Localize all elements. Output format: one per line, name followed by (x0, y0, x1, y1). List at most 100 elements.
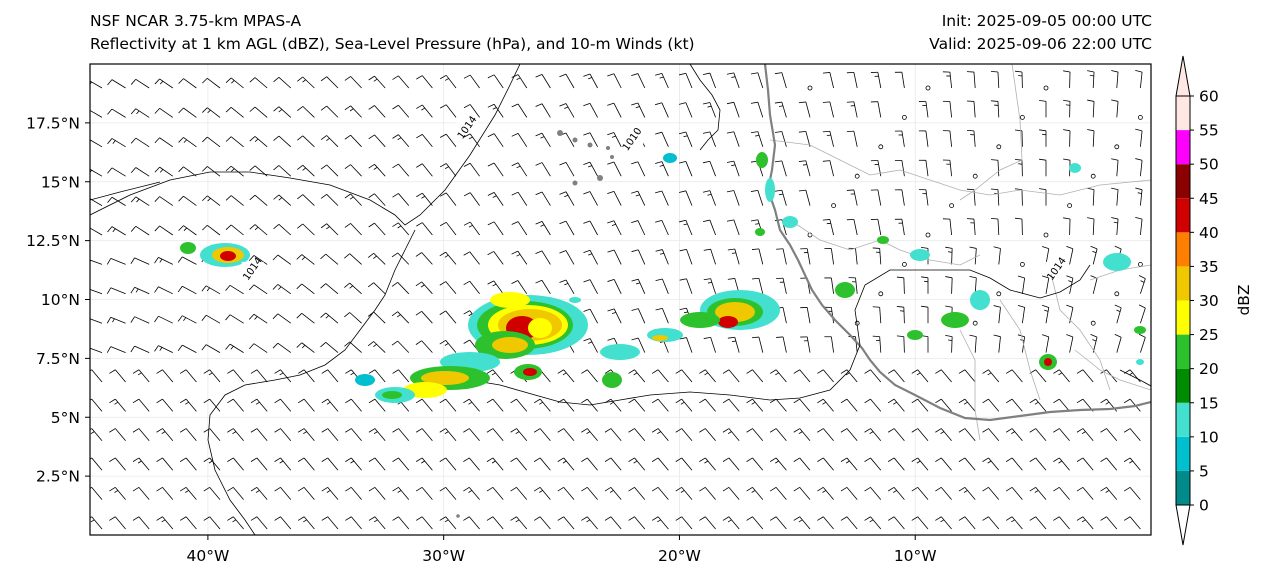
wind-barb (990, 159, 1000, 177)
wind-barb (510, 457, 528, 471)
wind-barb (1014, 158, 1023, 177)
colorbar-segment (1176, 470, 1190, 505)
wind-barb (511, 74, 528, 89)
wind-barb (90, 398, 103, 412)
wind-barb (202, 136, 221, 148)
wind-barb (1042, 304, 1050, 324)
wind-barb (510, 516, 528, 530)
wind-barb (872, 335, 882, 353)
wind-barb (824, 277, 834, 294)
wind-barb (824, 336, 834, 353)
wind-barb (156, 487, 174, 500)
wind-barb (249, 77, 268, 89)
wind-barb (1042, 275, 1050, 294)
wind-barb (750, 131, 764, 147)
wind-barb (583, 338, 598, 353)
wind-barb (864, 428, 882, 442)
wind-barb (511, 103, 528, 118)
wind-barb (130, 345, 150, 353)
wind-barb (297, 106, 315, 118)
wind-barb (90, 369, 103, 383)
wind-barb (321, 398, 339, 412)
wind-barb (225, 165, 244, 177)
wind-barb (345, 457, 362, 471)
wind-barb (179, 487, 197, 500)
wind-barb (559, 191, 575, 206)
colorbar-tick-label: 55 (1199, 122, 1219, 140)
wind-barb (177, 344, 197, 353)
wind-barb (990, 217, 1000, 236)
wind-barb (846, 101, 858, 118)
wind-barb (1087, 99, 1095, 118)
wind-barb (1039, 100, 1047, 118)
wind-barb (631, 73, 646, 89)
wind-barb (392, 487, 410, 500)
wind-barb (368, 369, 386, 383)
wind-barb (726, 101, 740, 118)
wind-barb (486, 398, 504, 412)
wind-barb (678, 219, 693, 236)
wind-barb (535, 220, 551, 236)
wind-barb (1114, 304, 1122, 324)
calm-wind-marker (902, 261, 907, 267)
wind-barb (154, 166, 174, 177)
wind-barb (249, 106, 268, 118)
wind-barb (344, 341, 362, 353)
wind-barb (1029, 398, 1047, 412)
wind-barb (750, 72, 764, 89)
calm-wind-marker (878, 144, 884, 150)
wind-barb (227, 428, 244, 442)
wind-barb (798, 160, 811, 177)
colorbar-segment (1176, 300, 1190, 335)
wind-barb (511, 280, 528, 295)
wind-barb (655, 219, 669, 236)
wind-barb (106, 287, 126, 295)
wind-barb (1123, 457, 1141, 471)
wind-barb (154, 315, 173, 324)
wind-barb (1053, 398, 1070, 412)
wind-barb (368, 487, 386, 500)
wind-barb (391, 252, 410, 265)
wind-barb (678, 161, 693, 177)
wind-barb (487, 192, 504, 206)
wind-barb (1138, 333, 1146, 353)
colorbar-tick-label: 35 (1199, 258, 1219, 276)
wind-barb (817, 457, 834, 471)
wind-barb (1111, 217, 1119, 236)
wind-barb (179, 369, 197, 383)
wind-barb (368, 105, 386, 118)
wind-barb (201, 285, 221, 295)
wind-barb (296, 254, 315, 265)
wind-barb (993, 334, 1001, 353)
wind-barb (990, 100, 1000, 118)
wind-barb (439, 104, 457, 118)
wind-barb (894, 218, 905, 236)
wind-barb (887, 516, 905, 530)
wind-barb (415, 340, 433, 353)
colorbar-under-triangle (1175, 504, 1191, 546)
wind-barb (631, 278, 646, 294)
wind-barb (178, 107, 197, 118)
wind-barb (463, 251, 480, 265)
wind-barb (439, 487, 457, 500)
wind-barb (274, 457, 292, 471)
wind-barb (392, 222, 410, 236)
wind-barb (604, 516, 622, 530)
wind-barb (1076, 457, 1094, 471)
wind-barb (935, 457, 952, 471)
wind-barb (679, 248, 693, 265)
wind-barb (1087, 129, 1095, 147)
wind-barb (655, 102, 669, 118)
calm-wind-marker (1043, 85, 1049, 91)
wind-barb (416, 134, 433, 148)
wind-barb (727, 336, 740, 353)
wind-barb (651, 487, 669, 500)
wind-barb (583, 132, 598, 147)
wind-barb (439, 192, 457, 206)
wind-barb (439, 251, 457, 265)
wind-barb (463, 221, 480, 236)
wind-barb (1042, 334, 1050, 353)
wind-barb (935, 487, 952, 500)
wind-barb (368, 428, 386, 442)
wind-barb (1063, 129, 1071, 147)
